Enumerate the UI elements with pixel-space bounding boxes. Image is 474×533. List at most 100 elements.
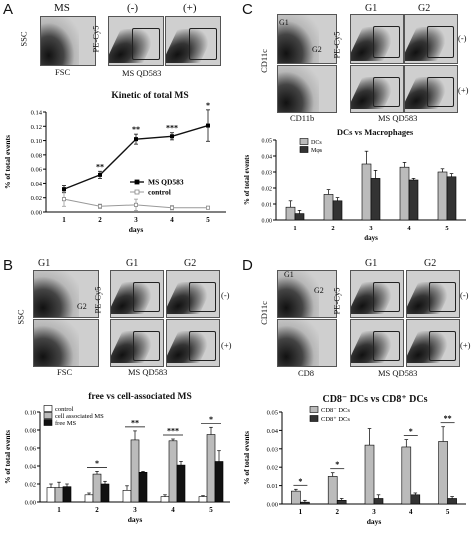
x-tick-label: 1	[62, 216, 66, 224]
x-axis-label: days	[128, 515, 143, 524]
x-tick-label: 4	[171, 506, 175, 514]
panel-c-gate-g1: G1	[279, 18, 289, 27]
bar	[84, 494, 94, 503]
y-tick-label: 0.02	[31, 195, 42, 202]
panel-c-sign-neg: (-)	[458, 33, 467, 43]
bar	[122, 490, 132, 503]
significance-label: **	[444, 414, 452, 423]
bar	[361, 163, 372, 221]
y-tick-label: 0.04	[31, 181, 43, 188]
panel-c-flow-g2-pos	[404, 65, 458, 113]
x-tick-label: 5	[446, 508, 450, 516]
panel-a-axis-pecy5: PE-Cy5	[90, 25, 101, 53]
y-tick-label: 0.04	[25, 464, 37, 471]
legend-swatch	[43, 412, 53, 419]
panel-c-flow-g2-neg	[404, 14, 458, 64]
panel-d-axis-pecy5: PE-Cy5	[331, 287, 342, 315]
panel-d-col-g2: G2	[424, 258, 437, 269]
x-axis-label: days	[129, 225, 144, 234]
bar	[437, 171, 448, 221]
panel-a-letter: A	[3, 1, 14, 18]
panel-b-flow-g1-pos	[110, 319, 164, 367]
legend-swatch	[43, 405, 53, 412]
y-tick-label: 0.01	[262, 203, 273, 209]
legend-label: control	[148, 188, 171, 197]
panel-c-axis-cd11b: CD11b	[290, 113, 315, 123]
bar	[62, 486, 72, 503]
y-tick-label: 0.02	[262, 187, 273, 193]
significance-label: **	[132, 125, 140, 134]
significance-label: *	[298, 477, 302, 486]
bar	[410, 494, 421, 505]
x-tick-label: 3	[369, 225, 373, 232]
bar	[373, 498, 384, 505]
bar	[160, 496, 170, 503]
y-tick-label: 0.00	[25, 500, 36, 507]
panel-d-chart: 0.00 0.01 0.02 0.03 0.04 0.05 1 2 3 4 5 days % of to…	[242, 406, 466, 526]
y-tick-label: 0.06	[25, 446, 37, 453]
y-tick-label: 0.14	[31, 110, 43, 117]
x-tick-label: 2	[331, 225, 334, 232]
y-tick-label: 0.10	[25, 410, 36, 417]
panel-c-flow-cd11c-top	[277, 14, 337, 64]
legend-label: MS QD583	[148, 178, 184, 187]
panel-c-letter: C	[242, 1, 253, 18]
panel-d-gate-g2: G2	[314, 286, 324, 295]
legend-swatch	[309, 415, 319, 422]
legend-label: control	[55, 406, 74, 413]
significance-label: ***	[167, 427, 179, 436]
panel-d-axis-msqd: MS QD583	[378, 368, 418, 378]
bar	[138, 472, 148, 503]
significance-label: **	[131, 418, 139, 427]
panel-d-flow-g1-pos	[350, 319, 404, 367]
bar	[92, 473, 102, 503]
data-point	[205, 205, 210, 210]
panel-d-sign-neg: (-)	[460, 290, 469, 300]
y-tick-label: 0.08	[25, 428, 36, 435]
y-tick-label: 0.03	[267, 446, 278, 453]
y-tick-label: 0.05	[267, 410, 278, 417]
panel-c-col-g1: G1	[365, 3, 378, 14]
bar	[206, 434, 216, 503]
significance-label: *	[206, 101, 210, 110]
y-tick-label: 0.08	[31, 152, 42, 159]
bar	[130, 439, 140, 503]
x-tick-label: 1	[299, 508, 303, 516]
panel-b-gate-g1: G1	[38, 258, 51, 269]
panel-d-axis-cd8: CD8	[298, 368, 315, 378]
legend-label: CD8⁻ DCs	[321, 407, 350, 414]
panel-d-flow-g2-neg	[406, 270, 460, 318]
bar	[370, 178, 381, 221]
significance-label: **	[96, 162, 104, 171]
x-tick-label: 2	[95, 506, 99, 514]
panel-d-flow-cd11c-bottom	[277, 319, 337, 367]
panel-b-col-g1: G1	[126, 258, 139, 269]
panel-b-sign-pos: (+)	[221, 340, 232, 350]
x-axis-label: days	[364, 234, 378, 242]
bar	[176, 464, 186, 503]
panel-a-title-pos: (+)	[183, 2, 197, 14]
bar	[46, 487, 56, 503]
panel-b-axis-msqd: MS QD583	[128, 367, 168, 377]
x-tick-label: 4	[407, 225, 411, 232]
legend-label: CD8⁺ DCs	[321, 416, 350, 423]
panel-c-chart-title: DCs vs Macrophages	[336, 127, 414, 137]
panel-c-flow-g1-pos	[350, 65, 404, 113]
legend-marker	[134, 189, 140, 195]
panel-c-flow-g1-neg	[350, 14, 404, 64]
panel-a-axis-ssc: SSC	[18, 31, 29, 47]
bar	[364, 444, 375, 505]
bar	[336, 500, 347, 505]
panel-a-chart-title: Kinetic of total MS	[111, 91, 189, 101]
panel-d-sign-pos: (+)	[460, 340, 471, 350]
y-tick-label: 0.01	[267, 483, 278, 490]
legend-label: DCs	[311, 140, 322, 146]
legend-swatch	[309, 406, 319, 413]
panel-b-axis-ssc: SSC	[15, 309, 26, 325]
data-point	[134, 137, 138, 142]
panel-a-title-ms: MS	[54, 2, 70, 14]
x-tick-label: 4	[170, 216, 174, 224]
bar	[401, 446, 412, 505]
x-tick-label: 3	[133, 506, 137, 514]
y-axis-label: % of total events	[242, 431, 251, 485]
